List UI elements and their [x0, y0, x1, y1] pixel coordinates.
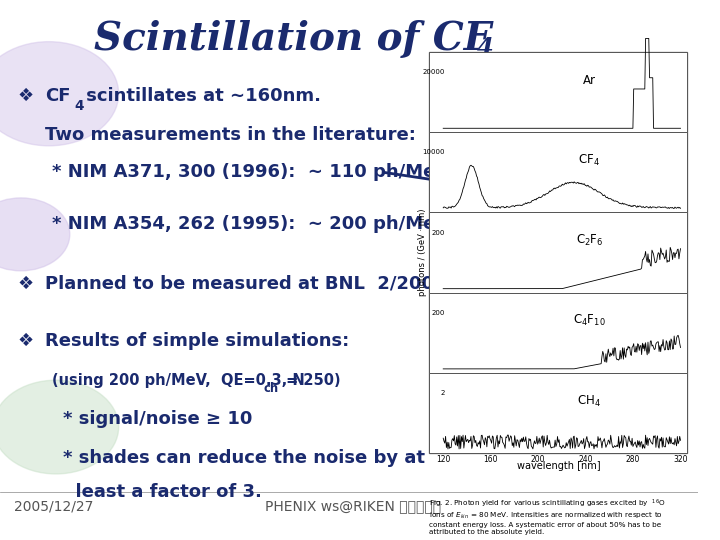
Text: * NIM A371, 300 (1996):  ∼ 110 ph/MeV: * NIM A371, 300 (1996): ∼ 110 ph/MeV	[53, 163, 449, 181]
FancyBboxPatch shape	[429, 52, 688, 132]
Text: scintillates at ∼160nm.: scintillates at ∼160nm.	[80, 87, 321, 105]
Text: photons / (GeV · nm): photons / (GeV · nm)	[418, 209, 427, 296]
Text: 320: 320	[673, 455, 688, 464]
Circle shape	[0, 42, 119, 146]
Text: (using 200 ph/MeV,  QE=0.3, N: (using 200 ph/MeV, QE=0.3, N	[53, 373, 305, 388]
Text: * NIM A354, 262 (1995):  ∼ 200 ph/MeV: * NIM A354, 262 (1995): ∼ 200 ph/MeV	[53, 215, 449, 233]
Text: wavelength [nm]: wavelength [nm]	[516, 461, 600, 471]
Text: CH$_4$: CH$_4$	[577, 394, 601, 409]
Text: Results of simple simulations:: Results of simple simulations:	[45, 332, 350, 350]
Text: 160: 160	[483, 455, 498, 464]
FancyBboxPatch shape	[429, 52, 688, 453]
Circle shape	[0, 380, 119, 474]
Text: 20000: 20000	[422, 69, 445, 75]
FancyBboxPatch shape	[429, 293, 688, 373]
Text: ❖: ❖	[17, 87, 34, 105]
Text: ❖: ❖	[17, 332, 34, 350]
Text: C$_2$F$_6$: C$_2$F$_6$	[575, 233, 603, 248]
Circle shape	[0, 198, 70, 271]
Text: 280: 280	[626, 455, 640, 464]
Text: Planned to be measured at BNL  2/2003: Planned to be measured at BNL 2/2003	[45, 275, 447, 293]
Text: C$_4$F$_{10}$: C$_4$F$_{10}$	[573, 313, 606, 328]
Text: 4: 4	[477, 36, 493, 60]
Text: 200: 200	[431, 310, 445, 316]
Text: ch: ch	[264, 381, 279, 395]
Text: * shades can reduce the noise by at: * shades can reduce the noise by at	[63, 449, 425, 467]
Text: 2005/12/27: 2005/12/27	[14, 499, 94, 513]
Text: 120: 120	[436, 455, 451, 464]
Text: 4: 4	[75, 99, 84, 113]
FancyBboxPatch shape	[429, 373, 688, 453]
Text: = 250): = 250)	[282, 373, 341, 388]
Text: Scintillation of CF: Scintillation of CF	[94, 20, 492, 58]
Text: ❖: ❖	[17, 275, 34, 293]
Text: PHENIX ws@RIKEN 小沢恥一郎: PHENIX ws@RIKEN 小沢恥一郎	[265, 499, 441, 513]
Text: Ar: Ar	[583, 73, 596, 86]
Text: Fig. 2. Photon yield for various scintillating gases excited by  $^{16}$O
ions o: Fig. 2. Photon yield for various scintil…	[429, 497, 666, 535]
Text: * signal/noise ≥ 10: * signal/noise ≥ 10	[63, 410, 252, 428]
FancyBboxPatch shape	[429, 132, 688, 213]
FancyBboxPatch shape	[429, 213, 688, 293]
Text: 200: 200	[431, 230, 445, 235]
Text: 200: 200	[531, 455, 545, 464]
Text: Two measurements in the literature:: Two measurements in the literature:	[45, 126, 416, 144]
Text: 2: 2	[440, 390, 445, 396]
Text: least a factor of 3.: least a factor of 3.	[63, 483, 261, 501]
Text: 240: 240	[578, 455, 593, 464]
Text: CF$_4$: CF$_4$	[578, 153, 600, 168]
Text: 10000: 10000	[422, 150, 445, 156]
Text: CF: CF	[45, 87, 71, 105]
